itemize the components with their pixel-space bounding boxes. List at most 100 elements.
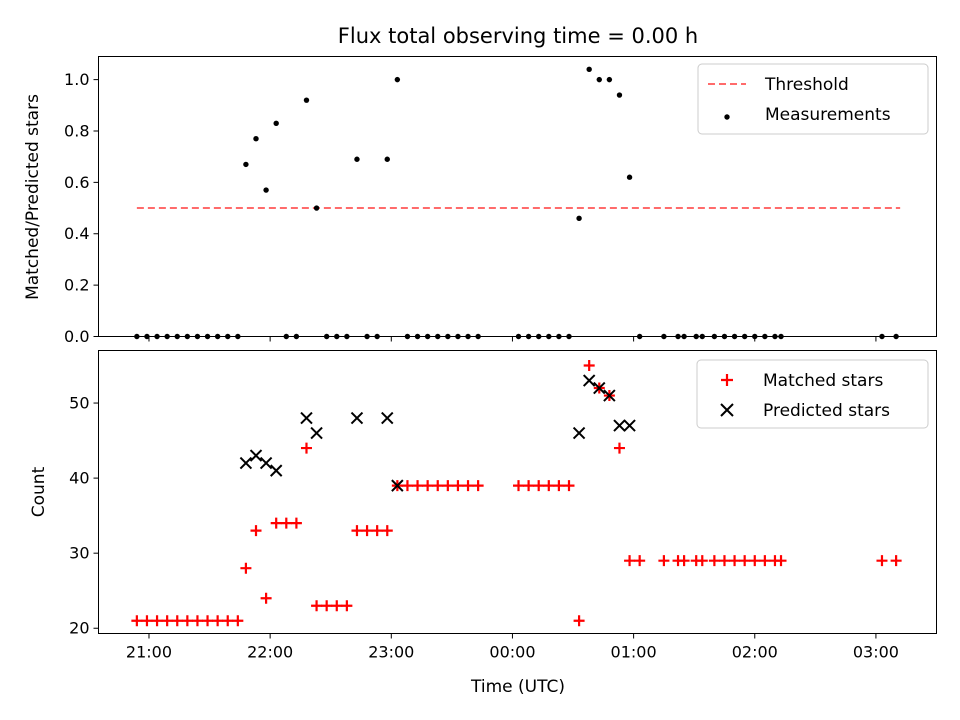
matched-stars-point xyxy=(300,442,312,454)
matched-stars-point xyxy=(401,480,413,492)
measurements-point xyxy=(394,76,401,83)
flux-ratio-legend: Threshold Measurements xyxy=(697,63,929,135)
matched-stars-point xyxy=(371,525,383,537)
matched-stars-point xyxy=(708,555,720,567)
predicted-stars-point xyxy=(259,456,273,470)
x-tick-label: 22:00 xyxy=(247,643,293,662)
matched-stars-point xyxy=(563,480,575,492)
predicted-stars-point xyxy=(623,419,636,432)
matched-stars-point xyxy=(658,555,670,567)
matched-stars-point xyxy=(311,600,323,612)
matched-stars-point xyxy=(151,615,163,627)
legend-matched-stars-swatch xyxy=(721,374,733,386)
matched-stars-point xyxy=(749,555,761,567)
y-tick-label: 0.8 xyxy=(64,121,89,140)
matched-stars-point xyxy=(171,615,183,627)
matched-stars-point xyxy=(613,442,625,454)
y-tick-label: 0.0 xyxy=(64,327,89,346)
measurements-point xyxy=(313,205,320,211)
measurements-point xyxy=(596,76,602,83)
measurements-point xyxy=(263,187,269,193)
x-axis-label: Time (UTC) xyxy=(470,677,565,697)
x-tick-label: 01:00 xyxy=(611,643,657,662)
matched-stars-point xyxy=(729,555,741,567)
legend-measurements-label: Measurements xyxy=(765,105,891,125)
matched-stars-point xyxy=(331,600,343,612)
y-tick-label: 20 xyxy=(69,619,89,638)
x-tick-label: 03:00 xyxy=(853,643,899,662)
matched-stars-point xyxy=(442,480,454,492)
matched-stars-point xyxy=(876,555,888,567)
matched-stars-point xyxy=(533,480,545,492)
matched-stars-point xyxy=(432,480,444,492)
measurements-point xyxy=(606,76,613,83)
legend-threshold-label: Threshold xyxy=(764,75,849,95)
matched-stars-point xyxy=(191,615,203,627)
matched-stars-point xyxy=(161,615,173,627)
y-tick-label: 0.4 xyxy=(64,224,89,243)
measurements-point xyxy=(384,156,390,162)
matched-stars-point xyxy=(634,555,646,567)
predicted-stars-point xyxy=(381,411,394,425)
flux-ratio-axes-frame xyxy=(98,56,937,337)
matched-stars-point xyxy=(583,360,595,372)
predicted-stars-point xyxy=(310,426,323,440)
matched-stars-point xyxy=(775,555,787,567)
predicted-stars-point xyxy=(582,374,596,387)
matched-stars-point xyxy=(290,517,302,529)
matched-stars-point xyxy=(739,555,751,567)
matched-stars-point xyxy=(250,525,262,537)
matched-stars-point xyxy=(341,600,353,612)
predicted-stars-point xyxy=(300,411,313,425)
legend-matched-stars-label: Matched stars xyxy=(763,371,883,391)
matched-stars-point xyxy=(181,615,193,627)
predicted-stars-point xyxy=(391,479,404,492)
matched-stars-point xyxy=(543,480,555,492)
matched-stars-point xyxy=(573,615,585,627)
predicted-stars-point xyxy=(593,381,606,395)
y-tick-label: 40 xyxy=(69,469,89,488)
measurements-point xyxy=(586,66,592,73)
matched-stars-point xyxy=(890,555,902,567)
matched-stars-point xyxy=(624,555,636,567)
legend-measurements-swatch xyxy=(724,114,730,120)
flux-ratio-panel: Flux total observing time = 0.00 h 0.0 0.… xyxy=(23,24,937,346)
matched-stars-point xyxy=(412,480,424,492)
flux-ratio-ticks: 0.0 0.2 0.4 0.6 0.8 1.0 xyxy=(64,70,877,346)
measurements-point xyxy=(626,174,633,180)
matched-stars-point xyxy=(361,525,373,537)
matched-stars-point xyxy=(523,480,535,492)
matched-stars-point xyxy=(232,615,244,627)
matched-stars-point xyxy=(141,615,153,627)
star-count-legend-items: Matched stars Predicted stars xyxy=(720,371,890,421)
matched-stars-point xyxy=(260,592,272,604)
star-count-ticks: 21:00 22:00 23:00 00:00 01:00 02:00 03:00 20 30 4… xyxy=(69,394,899,662)
chart-title: Flux total observing time = 0.00 h xyxy=(338,24,698,48)
predicted-stars-point xyxy=(269,464,283,477)
predicted-stars-point xyxy=(572,426,586,440)
matched-stars-point xyxy=(718,555,730,567)
y-tick-label: 50 xyxy=(69,394,89,413)
flux-ratio-y-axis-label: Matched/Predicted stars xyxy=(23,94,43,300)
y-tick-label: 30 xyxy=(69,544,89,563)
predicted-stars-point xyxy=(350,411,364,425)
matched-stars-point xyxy=(222,615,234,627)
y-tick-label: 1.0 xyxy=(64,70,89,89)
measurements-point xyxy=(576,215,582,222)
y-tick-label: 0.2 xyxy=(64,276,89,295)
matched-stars-point xyxy=(280,517,292,529)
matched-stars-point xyxy=(759,555,771,567)
star-count-axes-frame xyxy=(98,350,937,634)
x-tick-label: 02:00 xyxy=(732,643,778,662)
measurements-point xyxy=(354,156,360,162)
matched-stars-point xyxy=(321,600,333,612)
matched-stars-point xyxy=(462,480,474,492)
star-count-panel: 21:00 22:00 23:00 00:00 01:00 02:00 03:00 20 30 4… xyxy=(29,350,937,697)
star-count-points xyxy=(131,360,902,627)
measurements-point xyxy=(243,161,249,168)
matched-stars-point xyxy=(240,562,252,574)
star-count-legend: Matched stars Predicted stars xyxy=(696,359,929,429)
matched-stars-point xyxy=(678,555,690,567)
matched-stars-point xyxy=(270,517,282,529)
